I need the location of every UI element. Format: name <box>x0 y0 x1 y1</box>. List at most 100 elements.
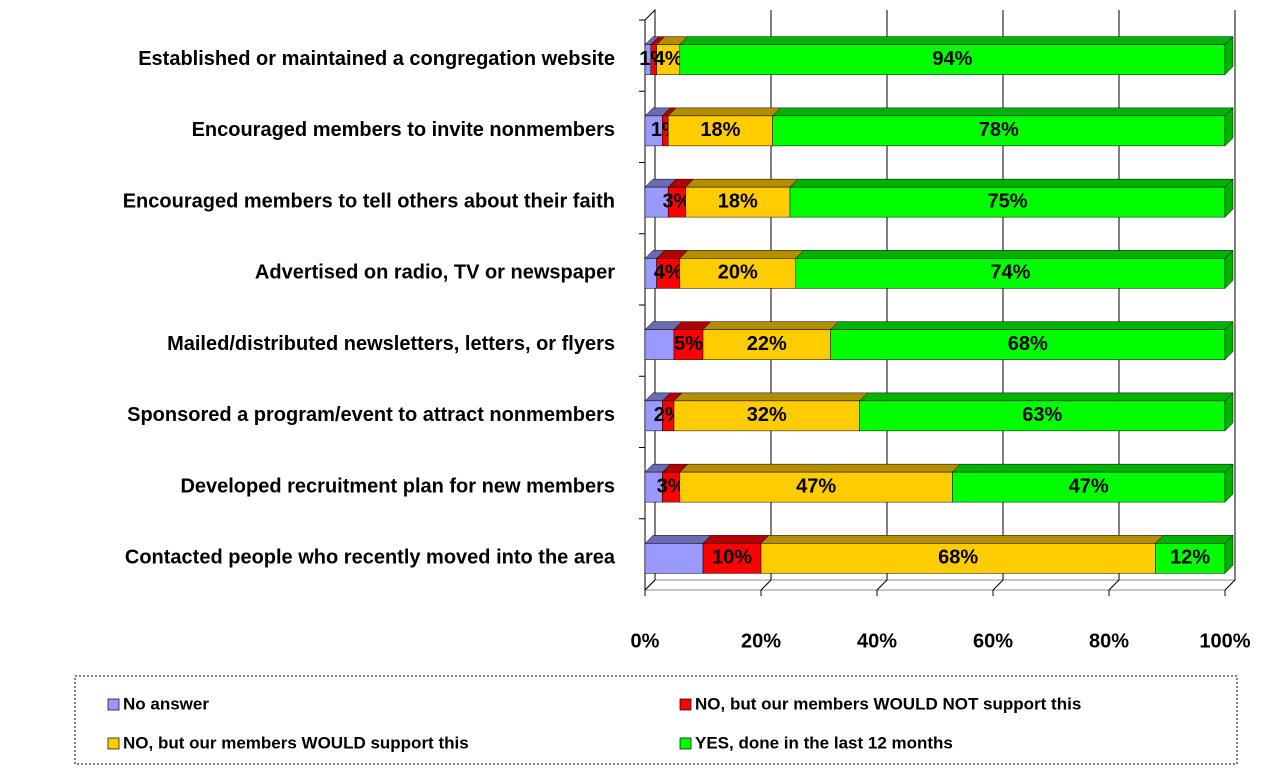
bar-segment <box>858 392 1234 432</box>
bar-side <box>1224 36 1234 76</box>
data-label: 75% <box>987 190 1027 212</box>
grid-line <box>992 10 1004 591</box>
bar <box>679 471 953 503</box>
bar-segment <box>951 463 1234 503</box>
data-label: 3% <box>657 475 686 497</box>
bar <box>673 329 704 360</box>
data-label: 5% <box>674 333 703 355</box>
category-label: Sponsored a program/event to attract non… <box>127 404 615 426</box>
legend-swatch <box>679 698 692 711</box>
data-label: 10% <box>712 547 752 569</box>
bar-top <box>679 463 962 473</box>
bar <box>702 329 831 360</box>
legend-label: NO, but our members WOULD support this <box>123 733 469 752</box>
bar-segment <box>795 249 1234 289</box>
grid-line <box>1224 10 1236 591</box>
bar-segment <box>679 463 962 503</box>
legend-label: YES, done in the last 12 months <box>695 733 953 752</box>
bar <box>772 115 1226 147</box>
bar-segment <box>829 321 1234 361</box>
category-label: Advertised on radio, TV or newspaper <box>255 262 615 284</box>
bar-top <box>673 392 869 402</box>
legend-box <box>74 675 1238 765</box>
bar-top <box>702 535 770 544</box>
bar-segment <box>661 463 689 503</box>
grid-line <box>644 10 656 591</box>
bar-top <box>702 321 840 330</box>
bar-top <box>760 535 1165 544</box>
grid-line <box>760 10 772 591</box>
category-label: Mailed/distributed newsletters, letters,… <box>167 333 615 355</box>
bar-segment <box>644 321 683 360</box>
bar-top <box>795 250 1234 259</box>
bar-segment <box>667 107 782 147</box>
plot-wall <box>644 8 656 592</box>
bar-top <box>679 250 805 259</box>
data-label: 68% <box>1008 333 1048 355</box>
data-label: 32% <box>747 404 787 426</box>
bar-segment <box>702 321 840 360</box>
bar-segment <box>771 107 1234 147</box>
bar-top <box>771 107 1234 117</box>
bar <box>789 186 1226 218</box>
bar <box>644 329 675 360</box>
bar-segment <box>679 250 805 289</box>
bar <box>1155 543 1226 574</box>
bar-side <box>1224 321 1234 361</box>
grid-line <box>1108 10 1120 591</box>
bar-side <box>1224 463 1234 503</box>
bar-segment <box>644 535 712 574</box>
data-label: 12% <box>1170 547 1210 569</box>
bar-segment <box>673 392 869 432</box>
bar <box>952 471 1226 503</box>
bar-side <box>1224 107 1234 147</box>
data-label: 4% <box>654 262 683 284</box>
data-label: 78% <box>979 119 1019 141</box>
data-label: 4% <box>654 48 683 70</box>
category-label: Established or maintained a congregation… <box>138 48 615 70</box>
bar <box>830 329 1226 360</box>
bar-side <box>1224 534 1234 574</box>
data-label: 18% <box>718 190 758 212</box>
bar-side <box>1224 178 1234 218</box>
bar <box>760 543 1156 574</box>
bar-top <box>829 321 1234 330</box>
legend-swatch <box>679 737 692 750</box>
bar-side <box>1224 392 1234 432</box>
data-label: 68% <box>938 547 978 569</box>
bar-top <box>1154 535 1234 544</box>
bar-segment <box>789 178 1234 218</box>
category-label: Encouraged members to invite nonmembers <box>192 119 615 141</box>
bar-top <box>951 463 1234 473</box>
bar <box>685 186 791 218</box>
bar-segment <box>655 250 689 289</box>
x-tick-label: 20% <box>741 630 781 652</box>
legend-swatch <box>107 737 120 750</box>
data-label: 20% <box>718 262 758 284</box>
x-tick-label: 60% <box>973 630 1013 652</box>
bar <box>679 258 797 289</box>
bar-top <box>858 392 1234 402</box>
bar-top <box>667 107 782 117</box>
x-tick-label: 100% <box>1199 630 1250 652</box>
data-label: 22% <box>747 333 787 355</box>
bar-segment <box>684 178 799 218</box>
data-label: 47% <box>1069 475 1109 497</box>
bar-top <box>684 178 799 188</box>
data-label: 74% <box>990 262 1030 284</box>
bar-top <box>789 178 1234 188</box>
bar-segment <box>673 321 712 360</box>
bar <box>644 543 704 574</box>
legend-label: NO, but our members WOULD NOT support th… <box>695 694 1081 713</box>
bar <box>795 258 1226 289</box>
legend-swatch <box>107 698 120 711</box>
category-label: Encouraged members to tell others about … <box>123 190 615 212</box>
data-label: 63% <box>1022 404 1062 426</box>
bar-segment <box>1154 534 1234 574</box>
x-tick-label: 0% <box>631 630 660 652</box>
data-label: 18% <box>700 119 740 141</box>
bar-top <box>679 36 1234 45</box>
data-label: 3% <box>662 190 691 212</box>
bar-top <box>644 535 712 544</box>
